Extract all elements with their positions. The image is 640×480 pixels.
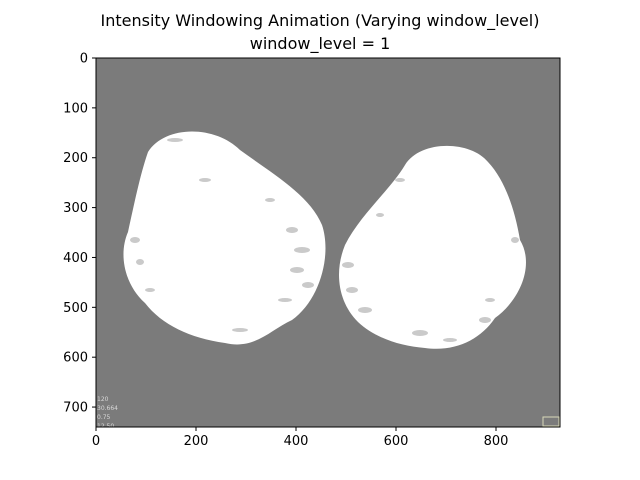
figure-subtitle: window_level = 1 (249, 34, 391, 53)
left-tissue-texture (130, 138, 314, 332)
figure-title: Intensity Windowing Animation (Varying w… (100, 11, 540, 30)
y-tick-label: 600 (63, 351, 88, 366)
y-tick-label: 0 (80, 52, 88, 67)
y-axis: 0 100 200 300 400 500 600 700 (63, 52, 96, 416)
y-tick-label: 200 (63, 151, 88, 166)
corner-marker (542, 416, 560, 427)
y-tick-label: 500 (63, 301, 88, 316)
x-axis: 0 200 400 600 800 (92, 427, 509, 449)
y-tick-label: 100 (63, 101, 88, 116)
axes-frame (95, 57, 561, 428)
annotation-line: 30.664 (97, 405, 118, 412)
y-tick-label: 700 (63, 401, 88, 416)
x-tick-label: 400 (284, 434, 309, 449)
x-tick-label: 0 (92, 434, 100, 449)
annotation-line: 12.50 (97, 423, 114, 430)
image-annotation: 120 30.664 0.75 12.50 (97, 396, 118, 430)
x-tick-label: 800 (484, 434, 509, 449)
y-tick-label: 400 (63, 251, 88, 266)
left-tissue-region (123, 131, 326, 345)
annotation-line: 120 (97, 396, 109, 403)
annotation-line: 0.75 (97, 414, 111, 421)
y-tick-label: 300 (63, 201, 88, 216)
x-tick-label: 600 (384, 434, 409, 449)
right-tissue-region (338, 145, 526, 349)
x-tick-label: 200 (184, 434, 209, 449)
ct-image: 120 30.664 0.75 12.50 (96, 58, 560, 430)
right-tissue-texture (342, 178, 519, 342)
